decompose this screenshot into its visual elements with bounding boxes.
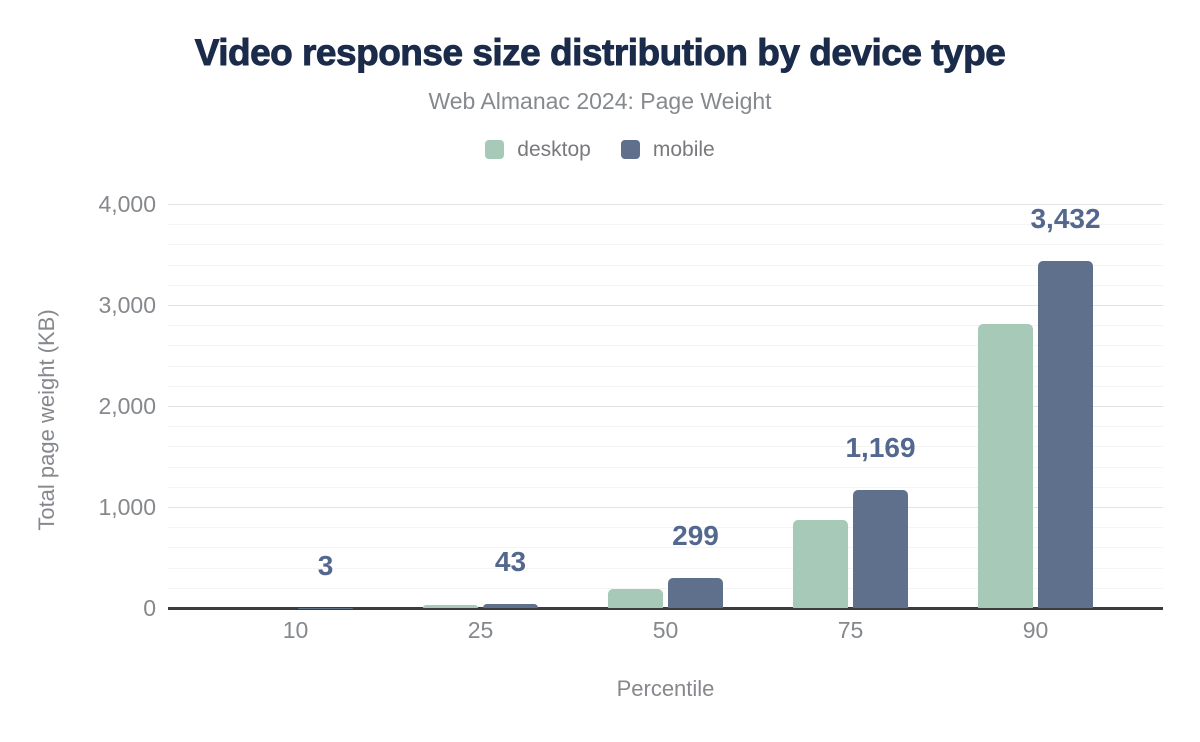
minor-gridline-1200 bbox=[168, 486, 1163, 488]
minor-gridline-1600 bbox=[168, 446, 1163, 448]
minor-gridline-400 bbox=[168, 567, 1163, 569]
bar-desktop-p50[interactable] bbox=[608, 589, 663, 608]
y-tick-2000: 2,000 bbox=[98, 393, 156, 419]
minor-gridline-3400 bbox=[168, 264, 1163, 266]
legend: desktop mobile bbox=[0, 138, 1200, 162]
x-tick-50: 50 bbox=[652, 617, 679, 643]
minor-gridline-2200 bbox=[168, 385, 1163, 387]
x-tick-90: 90 bbox=[1022, 617, 1049, 643]
value-label-mobile-p90: 3,432 bbox=[1030, 203, 1101, 235]
minor-gridline-1400 bbox=[168, 466, 1163, 468]
minor-gridline-800 bbox=[168, 527, 1163, 529]
minor-gridline-1800 bbox=[168, 426, 1163, 428]
y-tick-0: 0 bbox=[143, 595, 156, 621]
legend-item-mobile[interactable]: mobile bbox=[620, 137, 715, 162]
legend-item-desktop[interactable]: desktop bbox=[485, 138, 591, 162]
y-tick-4000: 4,000 bbox=[98, 191, 156, 217]
major-gridline-4000 bbox=[168, 204, 1163, 205]
major-gridline-3000 bbox=[168, 305, 1163, 306]
y-tick-3000: 3,000 bbox=[98, 292, 156, 318]
bar-desktop-p75[interactable] bbox=[793, 519, 848, 608]
value-label-mobile-p10: 3 bbox=[317, 549, 334, 581]
bar-desktop-p90[interactable] bbox=[978, 323, 1033, 608]
legend-label-mobile: mobile bbox=[652, 137, 715, 161]
bar-mobile-p25[interactable] bbox=[483, 603, 538, 608]
minor-gridline-2800 bbox=[168, 325, 1163, 327]
value-label-mobile-p50: 299 bbox=[672, 519, 719, 551]
y-tick-1000: 1,000 bbox=[98, 494, 156, 520]
value-label-mobile-p75: 1,169 bbox=[845, 431, 916, 463]
chart-subtitle: Web Almanac 2024: Page Weight bbox=[428, 87, 772, 114]
plot-area: 3 43 299 1,169 3,432 bbox=[168, 203, 1163, 610]
minor-gridline-3200 bbox=[168, 284, 1163, 286]
x-tick-25: 25 bbox=[467, 617, 494, 643]
value-label-mobile-p25: 43 bbox=[494, 545, 527, 577]
x-axis-line bbox=[168, 607, 1163, 610]
desktop-series-swatch-icon bbox=[485, 140, 505, 160]
minor-gridline-200 bbox=[168, 587, 1163, 589]
bar-mobile-p90[interactable] bbox=[1038, 261, 1093, 608]
legend-label-desktop: desktop bbox=[517, 137, 591, 161]
y-axis-title: Total page weight (KB) bbox=[34, 309, 59, 531]
x-axis-title: Percentile bbox=[616, 676, 715, 701]
bar-mobile-p75[interactable] bbox=[853, 489, 908, 608]
mobile-series-swatch-icon bbox=[620, 140, 640, 160]
minor-gridline-3800 bbox=[168, 224, 1163, 226]
major-gridline-1000 bbox=[168, 507, 1163, 508]
minor-gridline-600 bbox=[168, 547, 1163, 549]
minor-gridline-2400 bbox=[168, 365, 1163, 367]
x-tick-75: 75 bbox=[837, 617, 864, 643]
chart-title: Video response size distribution by devi… bbox=[194, 32, 1006, 73]
major-gridline-2000 bbox=[168, 406, 1163, 407]
minor-gridline-3600 bbox=[168, 244, 1163, 246]
bar-mobile-p50[interactable] bbox=[668, 577, 723, 608]
bar-desktop-p25[interactable] bbox=[423, 605, 478, 608]
x-tick-10: 10 bbox=[282, 617, 309, 643]
minor-gridline-2600 bbox=[168, 345, 1163, 347]
